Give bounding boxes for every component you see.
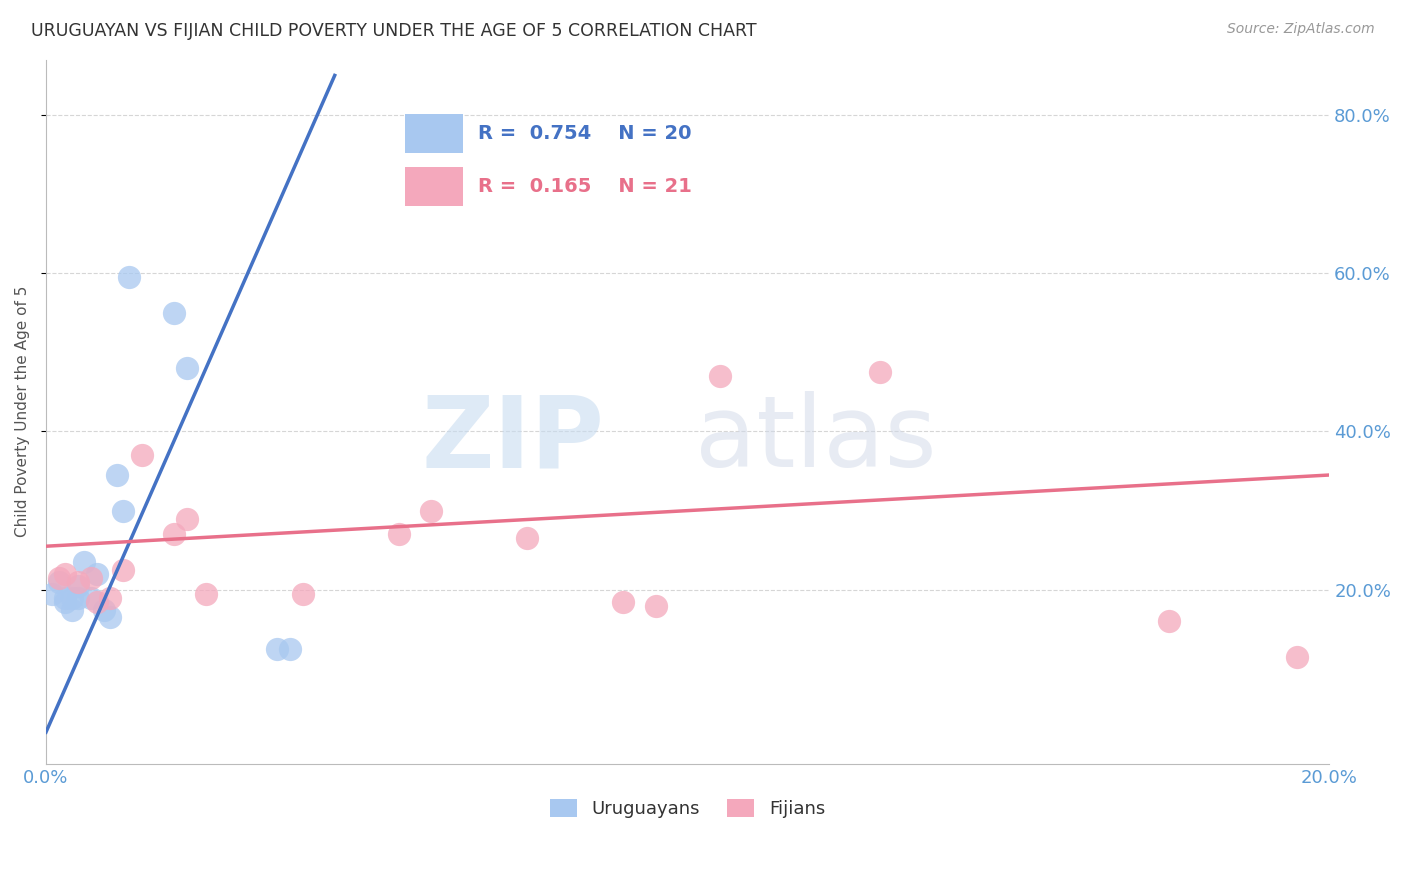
Point [60, 602, 83, 616]
Point [709, 369, 731, 384]
Point [53, 594, 76, 608]
Bar [405, 167, 463, 206]
Point [60, 591, 83, 605]
Point [67, 591, 90, 605]
Point [53, 566, 76, 581]
Point [86, 566, 108, 581]
Point [53, 591, 76, 605]
Point [111, 563, 134, 577]
Point [48, 574, 70, 589]
Point [869, 365, 891, 379]
Point [86, 594, 108, 608]
Point [612, 594, 634, 608]
Point [516, 531, 538, 545]
Point [1157, 615, 1180, 629]
Text: ZIP: ZIP [422, 392, 605, 489]
Y-axis label: Child Poverty Under the Age of 5: Child Poverty Under the Age of 5 [15, 286, 30, 537]
Point [105, 468, 128, 483]
Point [48, 571, 70, 585]
Point [93, 602, 115, 616]
Point [98, 591, 121, 605]
Point [73, 555, 96, 569]
Point [195, 587, 218, 601]
Text: Source: ZipAtlas.com: Source: ZipAtlas.com [1227, 22, 1375, 37]
Point [98, 610, 121, 624]
Point [1286, 650, 1309, 665]
Point [118, 270, 141, 285]
Point [176, 361, 198, 376]
Point [67, 579, 90, 593]
Point [291, 587, 314, 601]
Point [131, 448, 153, 462]
Point [163, 527, 186, 541]
Point [41, 587, 63, 601]
Point [176, 511, 198, 525]
Point [163, 306, 186, 320]
Point [278, 642, 301, 657]
Text: URUGUAYAN VS FIJIAN CHILD POVERTY UNDER THE AGE OF 5 CORRELATION CHART: URUGUAYAN VS FIJIAN CHILD POVERTY UNDER … [31, 22, 756, 40]
Point [388, 527, 411, 541]
Point [80, 591, 103, 605]
Text: atlas: atlas [695, 392, 936, 489]
Text: R =  0.754    N = 20: R = 0.754 N = 20 [478, 124, 692, 143]
Point [644, 599, 666, 613]
Point [111, 503, 134, 517]
Point [67, 574, 90, 589]
Text: R =  0.165    N = 21: R = 0.165 N = 21 [478, 177, 692, 196]
Legend: Uruguayans, Fijians: Uruguayans, Fijians [543, 791, 832, 825]
Point [420, 503, 443, 517]
Point [266, 642, 288, 657]
Bar [405, 114, 463, 153]
Point [80, 571, 103, 585]
